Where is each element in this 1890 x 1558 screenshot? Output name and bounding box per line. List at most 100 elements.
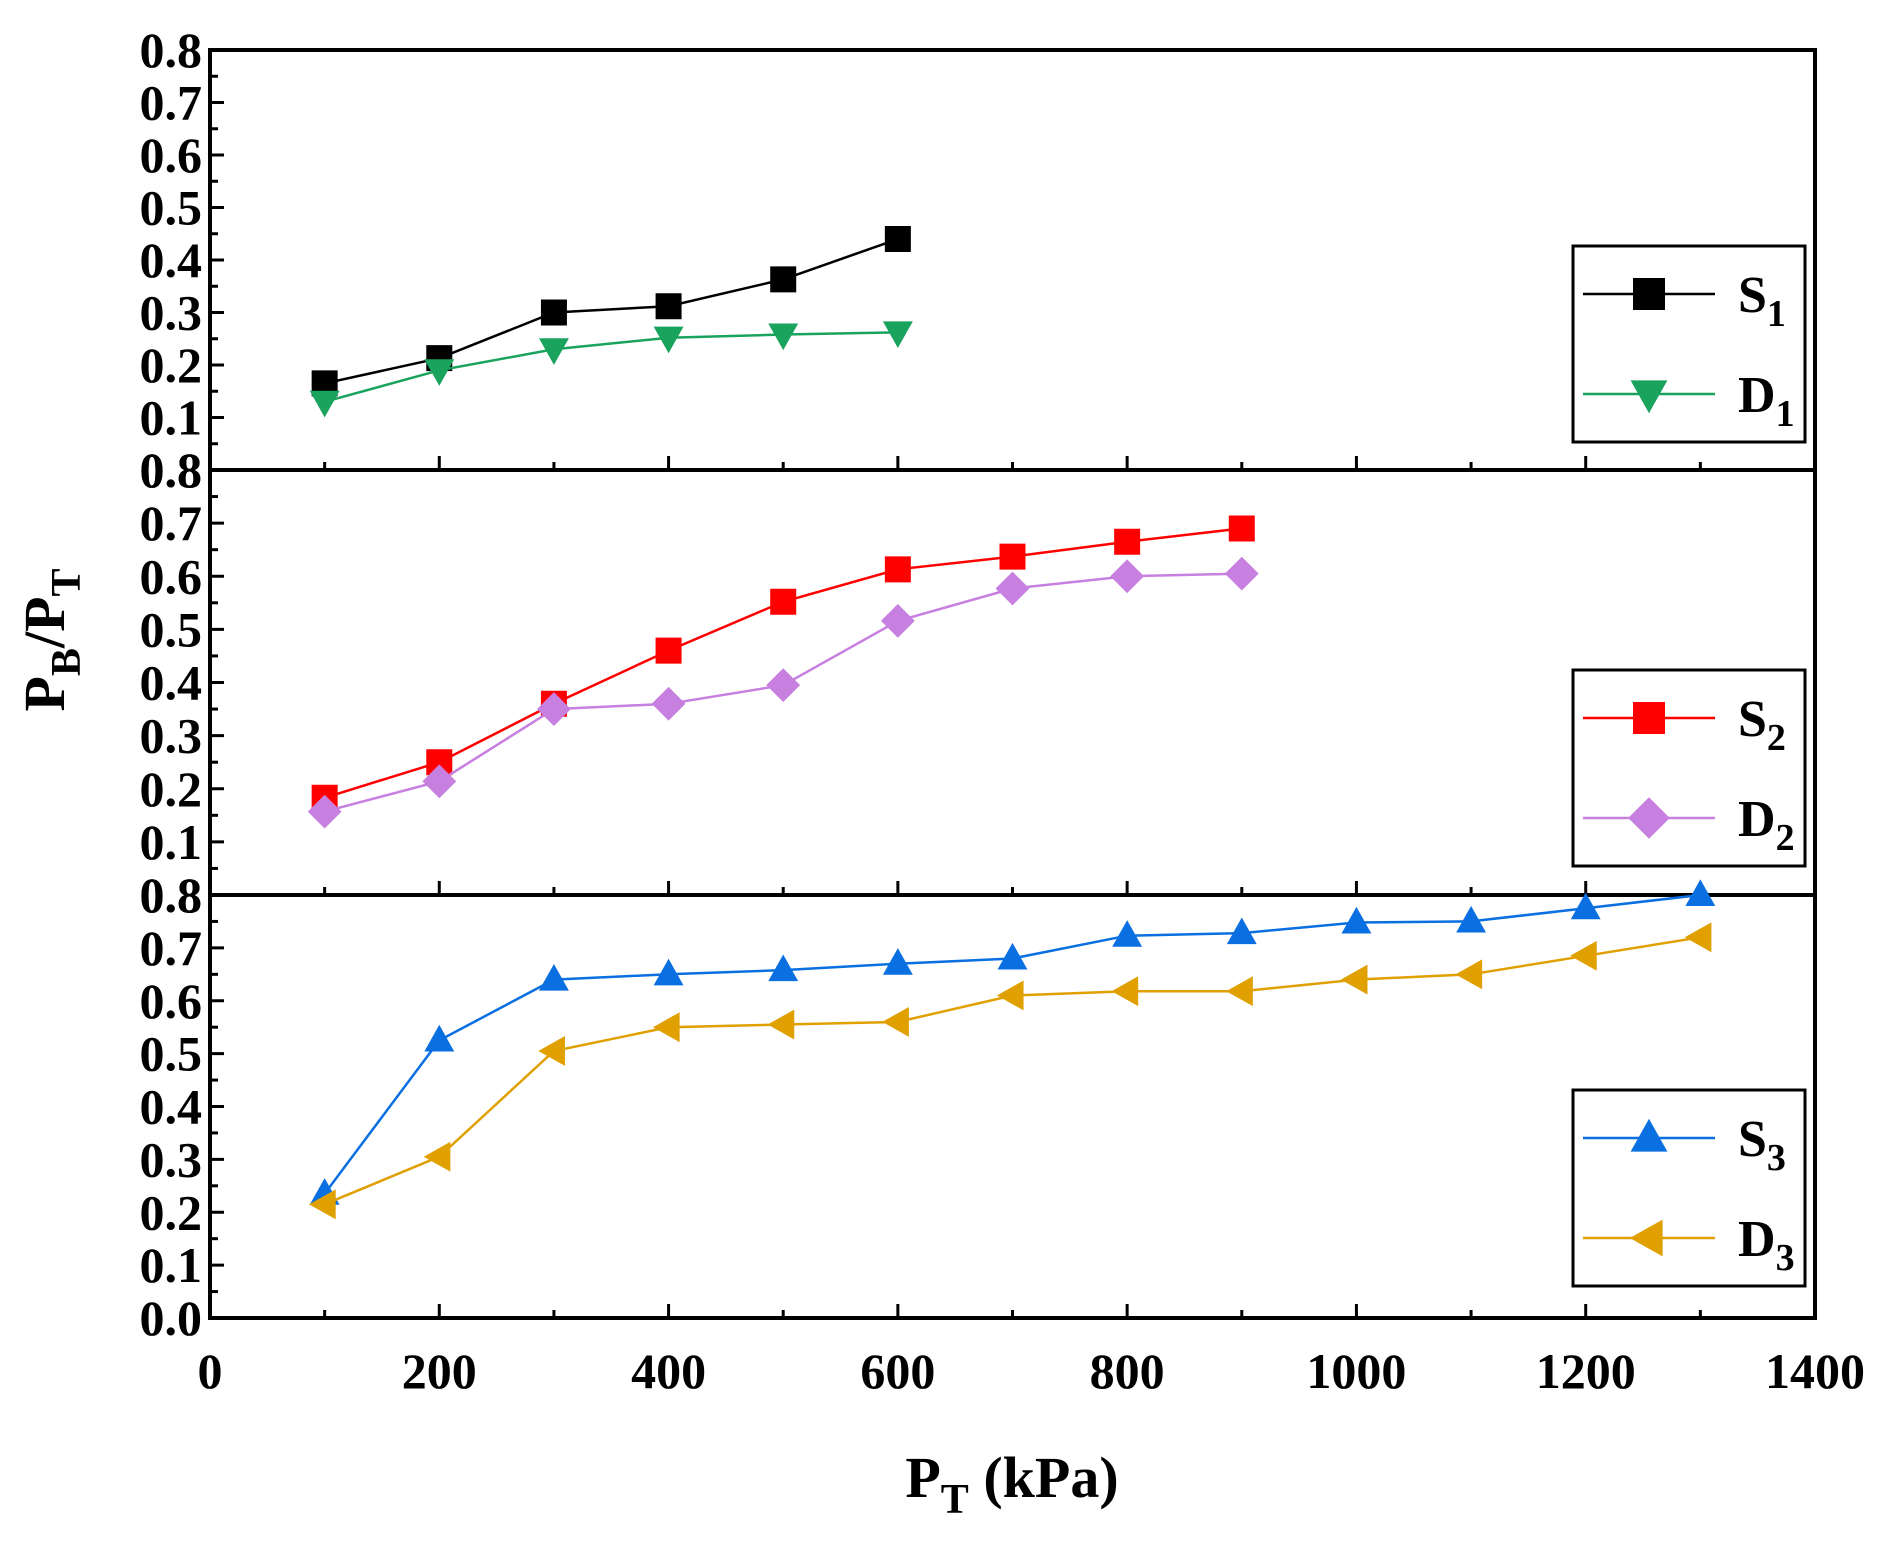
legend-3-box (1571, 1088, 1807, 1288)
series-D1-point (424, 359, 455, 386)
panel-2-y-tick-label: 0.1 (140, 814, 203, 870)
series-D2-point (880, 603, 915, 638)
series-S3-point (1112, 920, 1143, 947)
series-S3-point (653, 958, 684, 986)
series-D2-point (537, 692, 571, 726)
panel-3-y-tick-label: 0.7 (140, 920, 203, 976)
series-S2-point (426, 749, 453, 776)
panel-3-y-tick-label: 0.4 (140, 1079, 203, 1135)
series-S1-point (540, 299, 567, 326)
series-D3-point (1455, 959, 1483, 990)
x-tick-label: 200 (402, 1343, 477, 1399)
panel-2-y-tick-label: 0.5 (140, 601, 203, 657)
x-tick-label: 1400 (1765, 1343, 1865, 1399)
legend-D2-marker (1628, 797, 1670, 839)
x-tick-label: 600 (860, 1343, 935, 1399)
series-S3-point (538, 964, 569, 991)
series-D2-point (1110, 559, 1145, 594)
legend-S3-marker (1630, 1118, 1668, 1152)
panel-1-y-tick-label: 0.6 (140, 127, 203, 183)
series-S1-point (884, 226, 911, 252)
series-S3-point (882, 948, 913, 975)
panel-3-y-tick-label: 0.5 (140, 1026, 203, 1082)
series-D2-point (995, 571, 1030, 606)
series-D3-point (1684, 922, 1712, 953)
panel-1-y-tick-label: 0.8 (140, 442, 203, 498)
panel-3-y-tick-label: 0.3 (140, 1131, 203, 1187)
legend-D1-marker (1630, 380, 1668, 414)
panel-2-y-tick-label: 0.4 (140, 655, 203, 711)
series-D1-point (768, 323, 799, 351)
x-tick-label: 800 (1090, 1343, 1165, 1399)
series-S2-point (884, 556, 911, 583)
panel-3-y-tick-label: 0.8 (140, 867, 203, 923)
legend-S2-marker (1633, 702, 1665, 734)
panel-1-y-tick-label: 0.4 (140, 232, 203, 288)
panel-2-y-tick-label: 0.8 (140, 442, 203, 498)
x-tick-label: 400 (631, 1343, 706, 1399)
series-D3-point (1226, 976, 1253, 1007)
series-S3-point (1341, 906, 1372, 934)
y-axis-title: PB/PT (12, 568, 90, 711)
series-S1-point (311, 370, 338, 397)
series-D3-point (538, 1036, 565, 1066)
series-D3-point (309, 1189, 336, 1220)
series-D3-point (652, 1012, 680, 1043)
panel-2-y-tick-label: 0.8 (140, 867, 203, 923)
series-S3-point (1570, 892, 1601, 920)
series-S1-line (324, 237, 899, 385)
panel-3-y-tick-label: 0.1 (140, 1237, 203, 1293)
series-D3-point (1340, 964, 1368, 995)
series-S3-point (1456, 905, 1487, 933)
legend-D3-label: D3 (1738, 1211, 1795, 1279)
series-D3-point (423, 1141, 451, 1172)
series-D1-point (653, 326, 684, 354)
series-S3-point (1685, 879, 1716, 907)
legend-D3-marker (1629, 1219, 1663, 1257)
series-S3-line (323, 893, 1701, 1195)
panel-1-y-tick-label: 0.8 (140, 22, 203, 78)
series-D1-point (538, 338, 569, 365)
series-D2-point (307, 794, 342, 829)
series-D3-line (324, 936, 1701, 1206)
series-S2-point (770, 588, 797, 615)
legend-S1-marker (1633, 278, 1665, 310)
panel-3-y-tick-label: 0.0 (140, 1290, 203, 1346)
series-S3-point (424, 1024, 455, 1052)
x-axis-title: PT (kPa) (905, 1445, 1118, 1523)
series-D3-point (1570, 940, 1597, 971)
series-D2-point (651, 686, 686, 721)
series-D2-point (422, 764, 457, 799)
series-S1-point (655, 293, 682, 320)
series-S1-point (770, 266, 797, 293)
series-S2-point (999, 543, 1026, 570)
legend-1-box (1571, 244, 1807, 444)
series-D1-line (324, 331, 898, 404)
series-S2-point (1114, 528, 1141, 555)
panel-2-y-tick-label: 0.3 (140, 708, 203, 764)
panel-2-y-tick-label: 0.2 (140, 761, 203, 817)
series-S3-point (768, 954, 799, 982)
x-tick-label: 1000 (1306, 1343, 1406, 1399)
panel-2-y-tick-label: 0.6 (140, 548, 203, 604)
panel-1-y-tick-label: 0.1 (140, 390, 203, 446)
panel-3-y-tick-label: 0.6 (140, 973, 203, 1029)
panel-1-y-tick-label: 0.2 (140, 337, 203, 393)
series-S3-point (1226, 917, 1257, 945)
panel-2-y-tick-label: 0.7 (140, 495, 203, 551)
legend-S1-label: S1 (1738, 267, 1786, 335)
series-D2-point (1224, 556, 1259, 591)
series-S2-line (324, 527, 1242, 799)
series-S3-point (997, 942, 1028, 970)
series-D3-point (882, 1006, 909, 1037)
series-S2-point (655, 637, 682, 664)
panel-1-y-tick-label: 0.5 (140, 180, 203, 236)
panel-1-y-tick-label: 0.7 (140, 75, 203, 131)
series-D3-point (996, 980, 1024, 1011)
x-tick-label: 0 (198, 1343, 223, 1399)
series-D2-point (766, 668, 801, 703)
legend-2-box (1571, 668, 1807, 868)
series-D3-point (767, 1009, 795, 1040)
panel-3-y-tick-label: 0.2 (140, 1184, 203, 1240)
